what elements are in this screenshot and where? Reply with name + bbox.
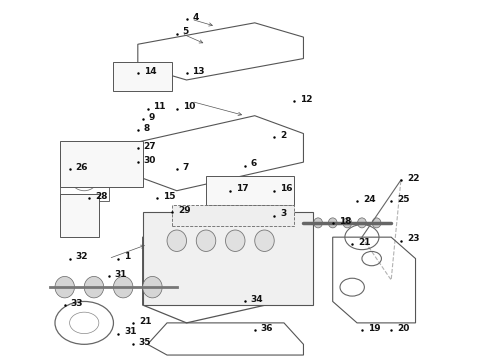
- Text: 10: 10: [183, 102, 195, 111]
- Text: 36: 36: [261, 324, 273, 333]
- Bar: [206, 176, 294, 205]
- Text: 30: 30: [144, 156, 156, 165]
- Text: 4: 4: [193, 13, 199, 22]
- Ellipse shape: [55, 276, 74, 298]
- Bar: [172, 205, 294, 226]
- Text: 27: 27: [144, 141, 156, 150]
- Ellipse shape: [255, 230, 274, 251]
- Ellipse shape: [225, 230, 245, 251]
- Text: 24: 24: [363, 195, 375, 204]
- Ellipse shape: [372, 218, 381, 228]
- Text: 20: 20: [397, 324, 409, 333]
- Ellipse shape: [167, 230, 187, 251]
- Ellipse shape: [358, 218, 367, 228]
- Text: 32: 32: [75, 252, 88, 261]
- Text: 13: 13: [193, 67, 205, 76]
- Text: 15: 15: [163, 192, 175, 201]
- Bar: [60, 152, 109, 202]
- Text: 7: 7: [183, 163, 189, 172]
- Text: 1: 1: [124, 252, 130, 261]
- Text: 25: 25: [397, 195, 410, 204]
- Text: 35: 35: [139, 338, 151, 347]
- Text: 11: 11: [153, 102, 166, 111]
- Text: 21: 21: [139, 316, 151, 325]
- Text: 14: 14: [144, 67, 156, 76]
- Text: 31: 31: [124, 327, 137, 336]
- Text: 12: 12: [299, 95, 312, 104]
- Text: 2: 2: [280, 131, 286, 140]
- Text: 18: 18: [339, 217, 351, 226]
- Bar: [60, 194, 99, 237]
- Text: 19: 19: [368, 324, 380, 333]
- Ellipse shape: [114, 276, 133, 298]
- Bar: [114, 62, 172, 91]
- Ellipse shape: [196, 230, 216, 251]
- Text: 6: 6: [251, 159, 257, 168]
- Ellipse shape: [84, 276, 104, 298]
- Ellipse shape: [143, 276, 162, 298]
- Text: 29: 29: [178, 206, 191, 215]
- Bar: [143, 212, 313, 305]
- Text: 17: 17: [236, 184, 249, 193]
- Text: 22: 22: [407, 174, 419, 183]
- Text: 8: 8: [144, 124, 150, 133]
- Text: 33: 33: [71, 299, 83, 308]
- Ellipse shape: [343, 218, 352, 228]
- Text: 23: 23: [407, 234, 419, 243]
- Ellipse shape: [328, 218, 337, 228]
- Text: 28: 28: [95, 192, 107, 201]
- Text: 31: 31: [115, 270, 127, 279]
- Text: 3: 3: [280, 210, 286, 219]
- Text: 21: 21: [358, 238, 370, 247]
- Text: 9: 9: [148, 113, 155, 122]
- Bar: [60, 141, 143, 187]
- Text: 26: 26: [75, 163, 88, 172]
- Text: 16: 16: [280, 184, 293, 193]
- Text: 34: 34: [251, 295, 264, 304]
- Text: 5: 5: [183, 27, 189, 36]
- Ellipse shape: [314, 218, 322, 228]
